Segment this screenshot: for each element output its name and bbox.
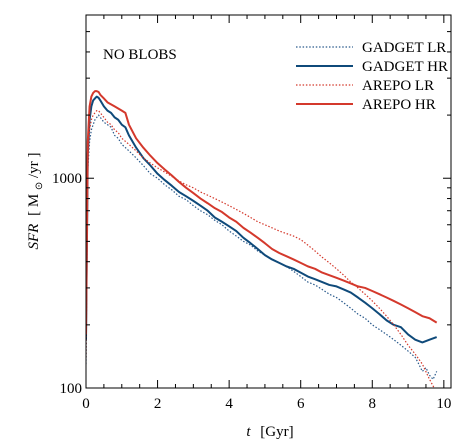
y-tick-label: 1000 [52, 171, 82, 187]
x-tick-label: 0 [82, 396, 90, 412]
y-axis-unit-open: [ M [26, 194, 42, 216]
y-tick-label: 100 [60, 381, 83, 397]
x-tick-label: 10 [436, 396, 451, 412]
annotation-label: NO BLOBS [103, 47, 177, 63]
series-line-arepo-lr [86, 110, 435, 388]
legend-label: AREPO HR [362, 97, 436, 113]
legend-label: GADGET LR [362, 40, 446, 56]
x-tick-label: 6 [297, 396, 305, 412]
x-axis-var: t [246, 424, 251, 440]
legend-label: AREPO LR [362, 78, 434, 94]
series-line-gadget-hr [86, 95, 438, 344]
y-axis-unit-sub: ⊙ [34, 182, 45, 190]
x-tick-label: 8 [369, 396, 377, 412]
series-layer [86, 90, 438, 388]
y-axis-var: SFR [26, 224, 42, 250]
series-line-gadget-lr [86, 114, 438, 380]
ticks-layer: 0 2 4 6 8 10 100 1000 [52, 15, 451, 412]
x-axis-unit: [Gyr] [260, 424, 293, 440]
legend-label: GADGET HR [362, 59, 448, 75]
series-line-arepo-hr [86, 90, 438, 335]
x-axis-title: t [Gyr] [246, 424, 293, 440]
y-axis-title: SFR [ M ⊙ /yr ] [26, 153, 46, 250]
y-axis-unit-close: /yr ] [26, 153, 42, 178]
x-tick-label: 2 [154, 396, 162, 412]
plot-frame [85, 14, 452, 389]
legend: GADGET LR GADGET HR AREPO LR AREPO HR [296, 40, 448, 113]
x-tick-label: 4 [225, 396, 233, 412]
